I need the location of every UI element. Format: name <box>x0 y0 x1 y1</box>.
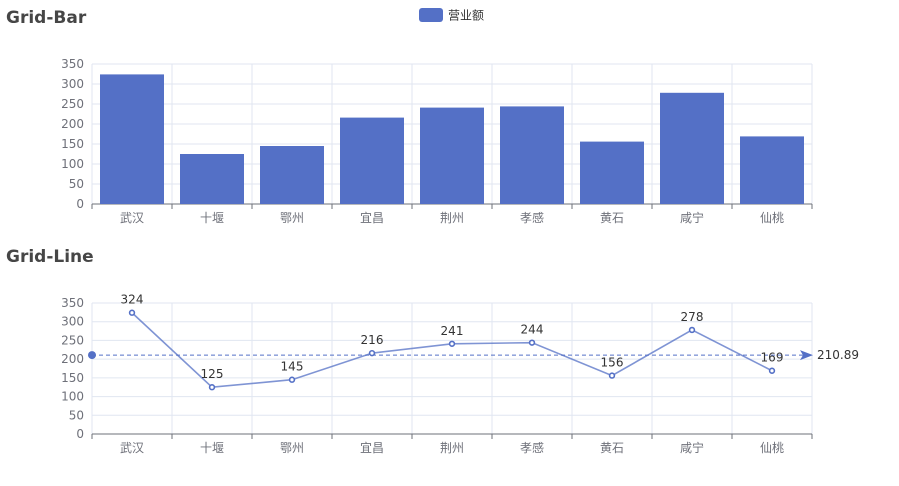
line-chart-x-tick-label: 黄石 <box>600 441 624 455</box>
bar-chart: 0 50 100 150 200 250 300 350 武汉 十堰 鄂州 宜昌 荆州 孝感 黄石 咸宁 仙桃 <box>61 57 813 225</box>
line-chart-y-tick-label: 350 <box>61 296 84 310</box>
bar[interactable] <box>580 141 644 204</box>
line-chart-x-tick-label: 荆州 <box>440 441 464 455</box>
line-chart-x-tick-label: 武汉 <box>120 441 144 455</box>
line-chart-x-tick-label: 仙桃 <box>760 440 784 455</box>
line-point[interactable] <box>448 340 456 347</box>
bar-chart-x-tick-label: 宜昌 <box>360 210 384 225</box>
bar-chart-y-tick-label: 150 <box>61 137 84 151</box>
mark-line-arrow <box>800 350 813 361</box>
line-point[interactable] <box>768 367 776 374</box>
bar-chart-x-tick-label: 十堰 <box>200 211 224 225</box>
bar-chart-x-tick-label: 荆州 <box>440 211 464 225</box>
bar-chart-x-tick-label: 孝感 <box>520 210 544 225</box>
line-data-label: 216 <box>361 333 384 347</box>
bar-chart-x-tick-label: 武汉 <box>120 211 144 225</box>
line-chart-y-tick-label: 0 <box>76 427 84 441</box>
line-data-label: 145 <box>281 360 304 374</box>
line-chart-y-tick-label: 300 <box>61 315 84 329</box>
bar-chart-title: Grid-Bar <box>6 8 87 28</box>
bar-chart-x-tick-label: 鄂州 <box>280 211 304 225</box>
line-chart-y-tick-label: 50 <box>69 408 84 422</box>
line-data-label: 169 <box>761 351 784 365</box>
bar-chart-y-tick-label: 200 <box>61 117 84 131</box>
line-data-label: 278 <box>681 310 704 324</box>
line-chart-title: Grid-Line <box>6 247 94 267</box>
bar[interactable] <box>180 154 244 204</box>
line-data-label: 241 <box>441 324 464 338</box>
line-data-label: 244 <box>521 323 544 337</box>
line-point[interactable] <box>688 326 696 334</box>
bar-chart-y-tick-label: 0 <box>76 197 84 211</box>
mark-line-label: 210.89 <box>817 348 859 362</box>
bar-chart-y-tick-label: 350 <box>61 57 84 71</box>
line-chart-y-tick-label: 200 <box>61 352 84 366</box>
line-data-label: 125 <box>201 367 224 381</box>
line-chart-y-tick-label: 100 <box>61 390 84 404</box>
line-chart-y-tick-label: 150 <box>61 371 84 385</box>
bar-chart-x-tick-label: 黄石 <box>600 211 624 225</box>
line-chart-x-tick-label: 孝感 <box>520 440 544 455</box>
line-point[interactable] <box>128 309 136 316</box>
bar[interactable] <box>500 106 564 204</box>
bar[interactable] <box>660 92 724 204</box>
bar-chart-x-tick-label: 咸宁 <box>680 210 704 225</box>
bar-chart-y-tick-label: 250 <box>61 97 84 111</box>
line-point[interactable] <box>368 349 376 357</box>
bar-chart-y-tick-label: 300 <box>61 77 84 91</box>
line-point[interactable] <box>208 384 216 391</box>
legend-label[interactable]: 营业额 <box>448 9 484 23</box>
bar[interactable] <box>260 146 324 204</box>
bar-chart-x-tick-label: 仙桃 <box>760 210 784 225</box>
line-chart-x-tick-label: 咸宁 <box>680 440 704 455</box>
bar-chart-y-tick-label: 50 <box>69 177 84 191</box>
bar[interactable] <box>740 136 804 204</box>
line-data-label: 156 <box>601 356 624 370</box>
bar[interactable] <box>420 107 484 204</box>
line-point[interactable] <box>288 376 296 383</box>
line-chart-x-tick-label: 鄂州 <box>280 441 304 455</box>
legend-swatch[interactable] <box>419 8 443 22</box>
bar[interactable] <box>340 117 404 204</box>
line-chart: 0 50 100 150 200 250 300 350 武汉 十堰 鄂州 宜昌 荆州 孝感 黄石 咸宁 仙桃 2… <box>61 293 859 455</box>
line-chart-x-tick-label: 宜昌 <box>360 440 384 455</box>
bar[interactable] <box>100 74 164 205</box>
line-chart-y-tick-label: 250 <box>61 333 84 347</box>
line-data-label: 324 <box>121 293 144 307</box>
legend[interactable]: 营业额 <box>419 8 484 23</box>
line-point[interactable] <box>608 372 616 379</box>
line-point[interactable] <box>528 339 536 346</box>
line-chart-x-tick-label: 十堰 <box>200 441 224 455</box>
bar-chart-y-tick-label: 100 <box>61 157 84 171</box>
